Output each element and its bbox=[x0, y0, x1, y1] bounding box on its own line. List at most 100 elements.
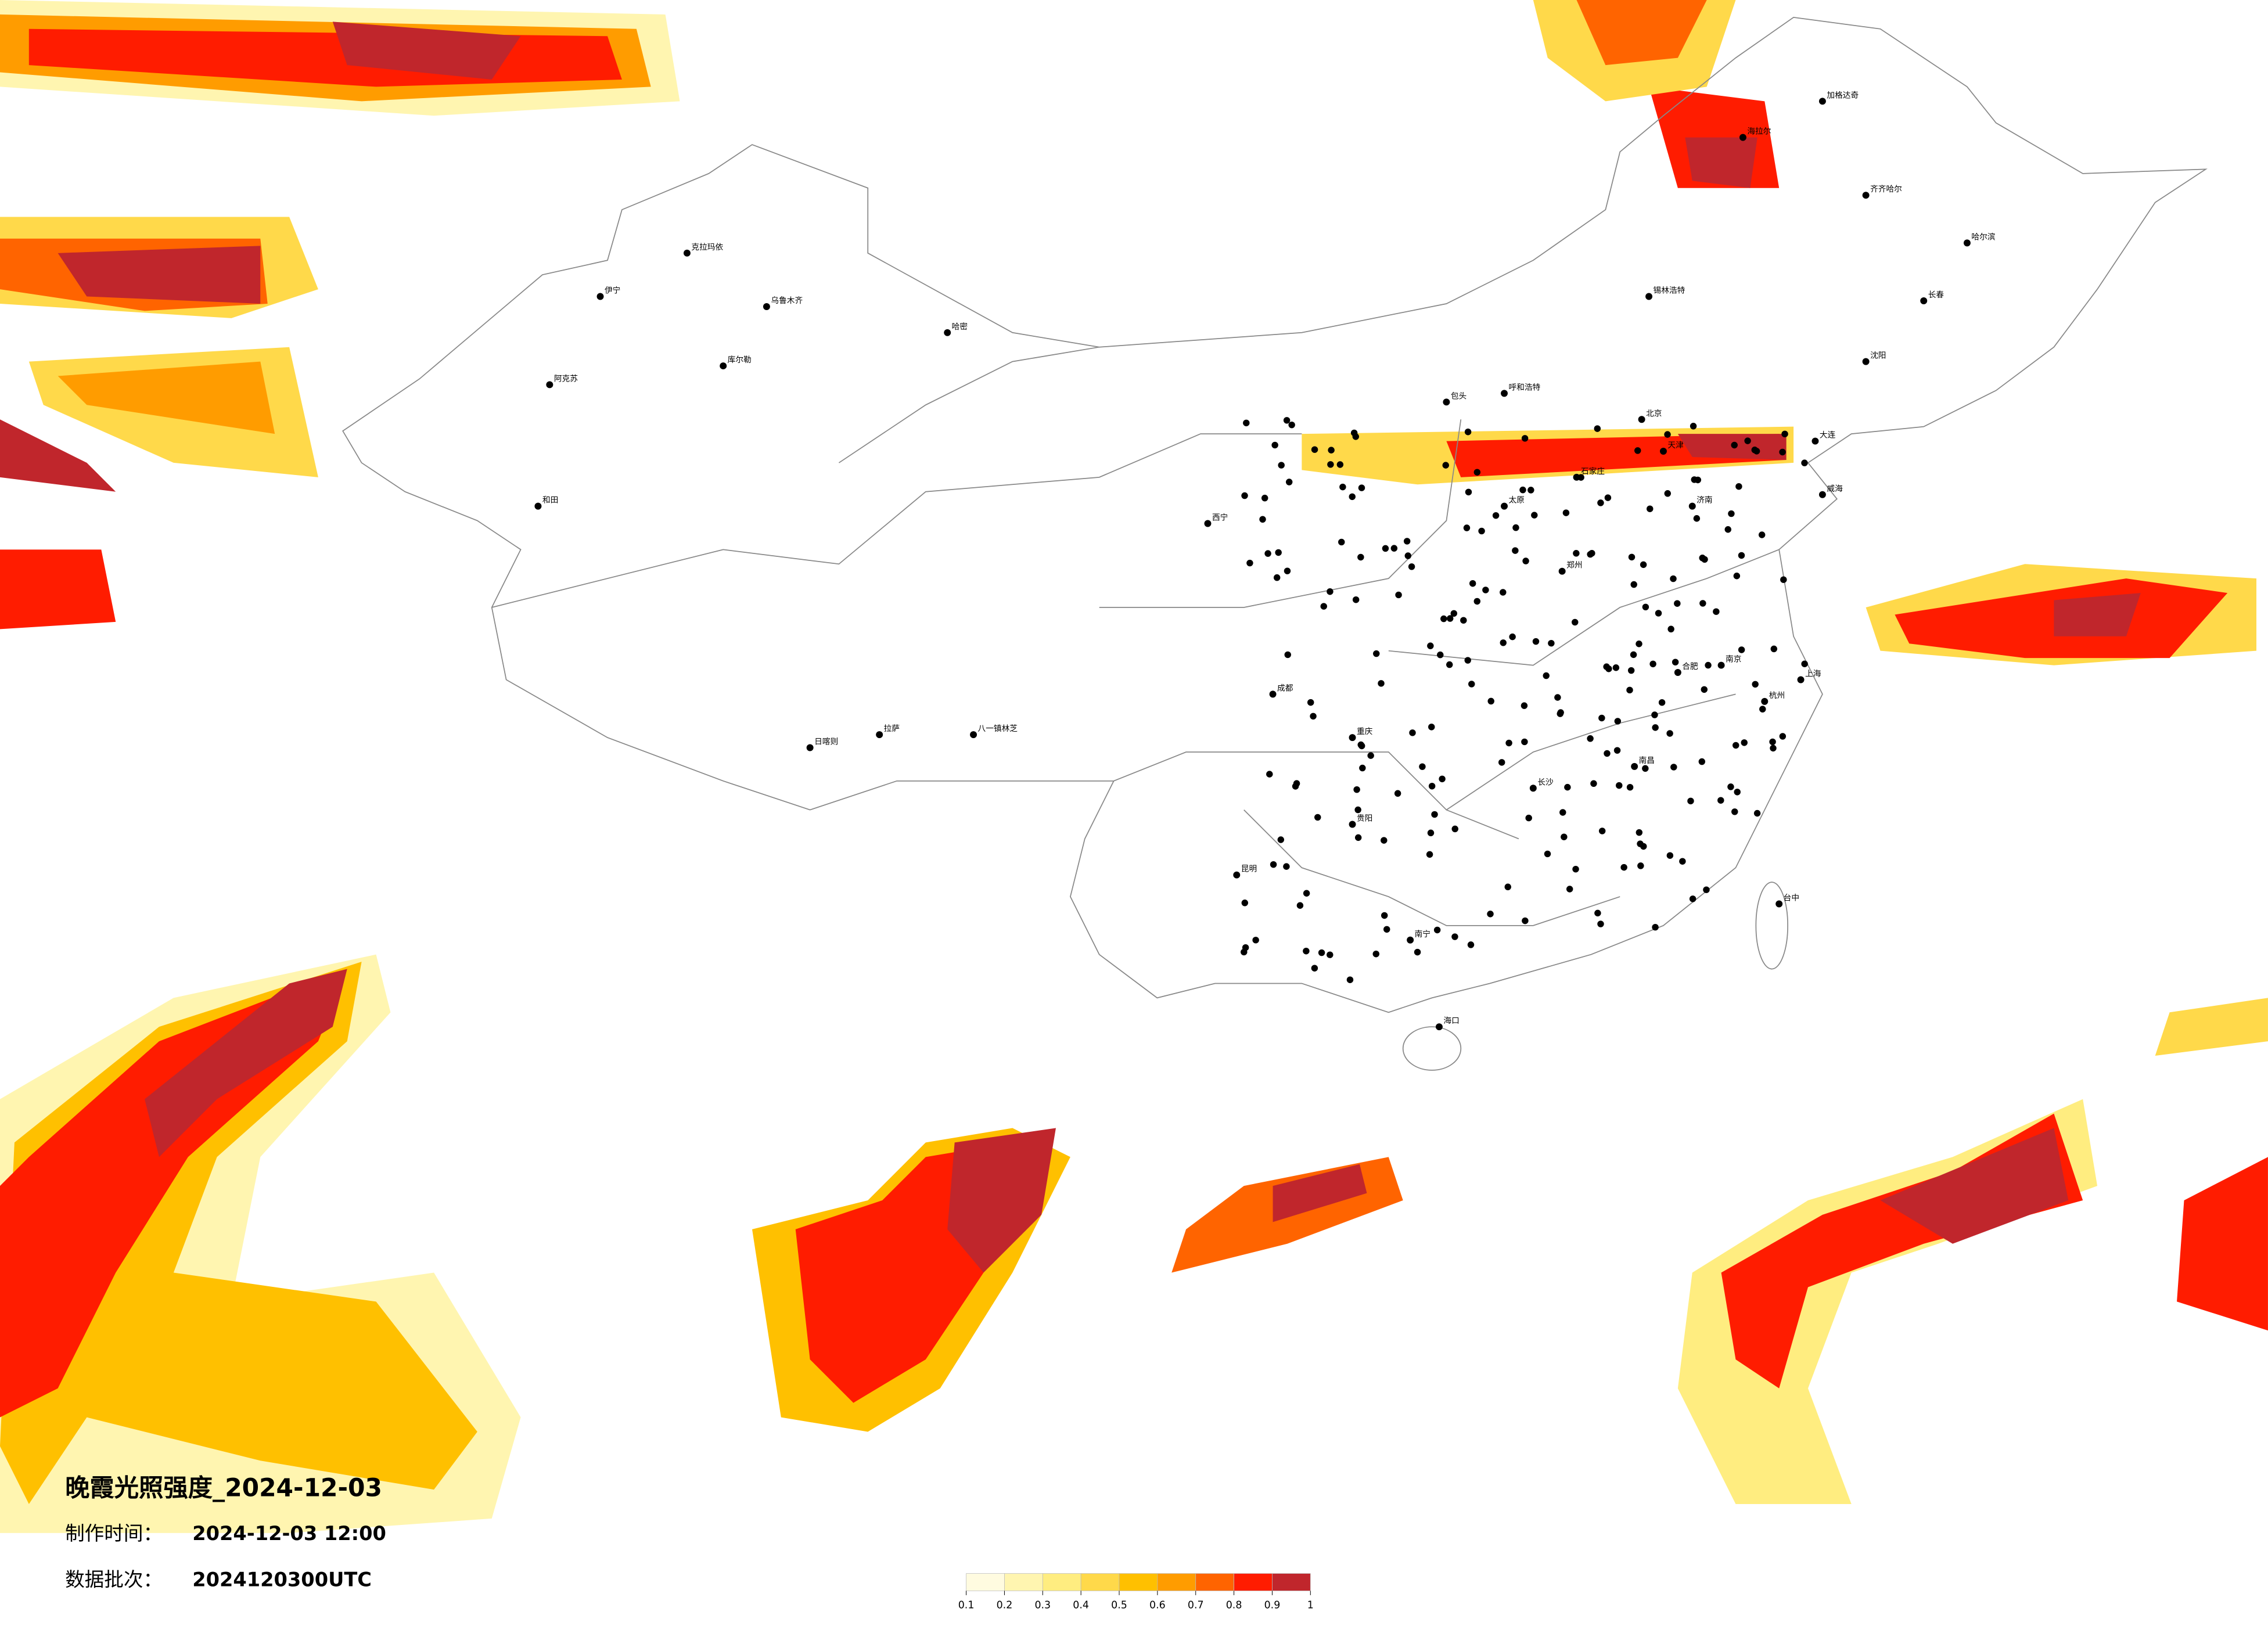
city-dot bbox=[1701, 686, 1708, 693]
city-dot bbox=[1862, 192, 1870, 199]
city-dot bbox=[1246, 559, 1253, 567]
city-dot bbox=[1443, 398, 1450, 406]
city-dot bbox=[1739, 134, 1746, 141]
city-dot bbox=[1242, 944, 1249, 951]
city-dot bbox=[1314, 814, 1321, 821]
batch-label: 数据批次： bbox=[65, 1569, 163, 1591]
city-dot bbox=[1679, 858, 1686, 865]
city-dot bbox=[1320, 603, 1327, 610]
city-dot bbox=[1544, 850, 1551, 858]
city-label: 哈密 bbox=[952, 322, 968, 332]
city-label: 南昌 bbox=[1639, 756, 1655, 765]
city-dot bbox=[1378, 680, 1385, 687]
city-label: 乌鲁木齐 bbox=[771, 296, 803, 305]
city-label: 杭州 bbox=[1769, 691, 1785, 700]
city-dot bbox=[1284, 567, 1291, 574]
city-dot bbox=[1751, 447, 1758, 454]
city-dot bbox=[1731, 441, 1738, 449]
city-dot bbox=[1463, 524, 1471, 531]
city-dot bbox=[1252, 937, 1259, 944]
city-dot bbox=[1614, 718, 1622, 725]
city-dot bbox=[1408, 563, 1415, 570]
city-dot bbox=[1383, 926, 1390, 933]
city-dot bbox=[1512, 547, 1519, 554]
country-outline bbox=[342, 16, 2208, 1013]
city-dot bbox=[1492, 512, 1500, 519]
city-dot bbox=[1963, 239, 1971, 247]
legend-tick-label: 0.6 bbox=[1149, 1599, 1166, 1611]
city-dot bbox=[1557, 709, 1564, 716]
city-dot bbox=[1433, 926, 1441, 934]
city-dot bbox=[1271, 441, 1278, 449]
city-dot bbox=[1638, 416, 1645, 423]
city-dot bbox=[1473, 469, 1481, 476]
city-dot bbox=[806, 744, 814, 751]
city-dot bbox=[1500, 639, 1507, 646]
city-dot bbox=[1637, 840, 1644, 847]
city-dot bbox=[1735, 483, 1742, 490]
city-label: 大连 bbox=[1820, 431, 1836, 440]
city-label: 日喀则 bbox=[814, 738, 838, 747]
city-label: 合肥 bbox=[1682, 662, 1698, 671]
city-dot bbox=[1738, 552, 1745, 559]
city-dot bbox=[1357, 741, 1364, 749]
city-label: 哈尔滨 bbox=[1971, 232, 1995, 242]
batch: 2024120300UTC bbox=[192, 1569, 372, 1591]
city-dot bbox=[1548, 639, 1555, 647]
city-dot bbox=[1428, 724, 1435, 731]
city-dot bbox=[1439, 775, 1446, 783]
city-label: 长沙 bbox=[1537, 778, 1554, 787]
city-dot bbox=[1573, 550, 1580, 557]
city-dot bbox=[1451, 825, 1458, 833]
city-dot bbox=[1336, 461, 1344, 468]
city-dot bbox=[1797, 676, 1805, 684]
city-label: 锡林浩特 bbox=[1654, 286, 1685, 296]
city-dot bbox=[1285, 479, 1293, 485]
city-dot bbox=[1630, 651, 1637, 659]
city-dot bbox=[1529, 785, 1537, 792]
city-dot bbox=[1672, 659, 1679, 665]
city-dot bbox=[1354, 834, 1362, 841]
city-dot bbox=[1670, 575, 1677, 582]
city-dot bbox=[1354, 806, 1361, 814]
city-dot bbox=[1349, 734, 1356, 742]
city-dot bbox=[1761, 697, 1769, 705]
city-dot bbox=[1381, 912, 1388, 919]
legend-tick-label: 0.1 bbox=[958, 1599, 975, 1611]
city-dot bbox=[1769, 738, 1776, 746]
city-dot bbox=[1577, 474, 1584, 481]
city-dot bbox=[1269, 690, 1277, 698]
legend: 0.1 0.2 0.3 0.4 0.5 0.6 0.7 0.8 0.9 1 bbox=[958, 1573, 1314, 1611]
city-dot bbox=[1744, 437, 1751, 444]
city-dot bbox=[1427, 642, 1434, 649]
city-dot bbox=[1780, 576, 1787, 583]
city-dot bbox=[1781, 430, 1788, 438]
city-label: 克拉玛依 bbox=[691, 243, 723, 252]
city-dot bbox=[1349, 821, 1356, 828]
city-dot bbox=[1728, 510, 1735, 517]
city-dot bbox=[1382, 545, 1389, 552]
city-dot bbox=[1664, 490, 1672, 497]
legend-swatch bbox=[1042, 1573, 1081, 1591]
legend-tick-label: 0.2 bbox=[997, 1599, 1013, 1611]
city-label: 北京 bbox=[1646, 409, 1662, 418]
city-dot bbox=[1699, 600, 1706, 607]
made-time: 2024-12-03 12:00 bbox=[192, 1522, 386, 1545]
legend-tick-label: 0.5 bbox=[1111, 1599, 1127, 1611]
legend-swatch bbox=[1234, 1573, 1273, 1591]
city-dot bbox=[1734, 789, 1741, 796]
city-dot bbox=[1465, 488, 1472, 496]
city-dot bbox=[1597, 920, 1604, 927]
city-dot bbox=[1478, 527, 1485, 535]
city-dot bbox=[1587, 735, 1594, 742]
city-dot bbox=[1473, 598, 1481, 605]
city-dot bbox=[1594, 425, 1601, 432]
city-dot bbox=[1467, 941, 1475, 948]
city-dot bbox=[1498, 759, 1505, 766]
city-label: 呼和浩特 bbox=[1508, 383, 1540, 392]
city-dot bbox=[1437, 651, 1444, 659]
city-dot bbox=[1801, 660, 1808, 667]
city-label: 拉萨 bbox=[884, 724, 900, 733]
city-dot bbox=[1373, 650, 1380, 657]
